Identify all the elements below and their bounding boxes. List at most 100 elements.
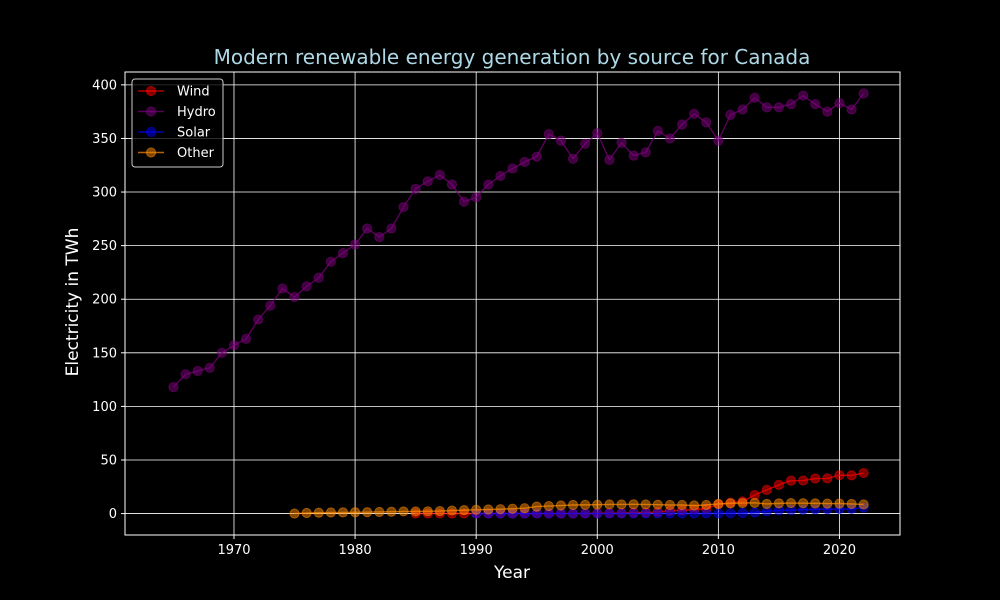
data-point-other xyxy=(410,506,421,517)
data-point-hydro xyxy=(216,347,227,358)
data-point-other xyxy=(689,500,700,511)
data-point-other xyxy=(422,506,433,517)
data-point-hydro xyxy=(362,223,373,234)
data-point-wind xyxy=(822,473,833,484)
legend-box xyxy=(131,78,224,168)
data-point-solar xyxy=(737,507,748,519)
data-point-hydro xyxy=(240,333,252,344)
data-point-hydro xyxy=(604,154,615,165)
data-point-hydro xyxy=(725,109,736,120)
data-point-hydro xyxy=(301,281,312,292)
data-point-hydro xyxy=(180,369,191,380)
data-point-other xyxy=(543,500,554,512)
axis-ticks: 1970 1980 1990 2000 2010 2020 0 50 100 150 200 250 3… xyxy=(92,78,856,558)
data-point-other xyxy=(628,499,639,510)
data-point-hydro xyxy=(652,125,663,137)
y-tick-label: 100 xyxy=(92,400,117,415)
data-point-hydro xyxy=(471,192,482,203)
data-point-hydro xyxy=(846,104,857,115)
data-point-other xyxy=(495,504,506,515)
data-point-solar xyxy=(567,508,579,519)
data-point-other xyxy=(676,499,688,511)
data-point-hydro xyxy=(822,106,833,117)
y-tick-label: 250 xyxy=(92,239,117,254)
data-point-other xyxy=(785,497,797,509)
data-point-other xyxy=(701,499,712,511)
data-point-other xyxy=(362,507,373,518)
data-point-solar xyxy=(580,508,591,519)
data-point-other xyxy=(325,507,336,518)
data-point-hydro xyxy=(543,129,554,140)
data-point-solar xyxy=(640,508,651,519)
data-point-other xyxy=(749,497,760,508)
data-point-other xyxy=(483,504,494,515)
data-point-other xyxy=(531,501,542,512)
data-point-solar xyxy=(664,508,676,519)
data-point-hydro xyxy=(810,99,821,110)
y-tick-label: 300 xyxy=(92,186,117,201)
data-point-other xyxy=(567,499,579,511)
data-point-hydro xyxy=(398,201,409,213)
x-tick-label: 1980 xyxy=(339,543,372,558)
data-point-other xyxy=(604,499,615,510)
data-point-other xyxy=(349,507,361,518)
data-point-hydro xyxy=(434,169,445,180)
data-point-wind xyxy=(810,473,821,484)
data-point-hydro xyxy=(713,135,724,146)
data-point-hydro xyxy=(483,179,494,190)
data-point-other xyxy=(822,498,833,509)
data-point-other xyxy=(640,499,651,510)
data-point-hydro xyxy=(422,176,433,187)
data-point-hydro xyxy=(458,196,470,207)
data-point-solar xyxy=(676,508,688,519)
legend-marker-solar xyxy=(145,126,157,138)
data-point-other xyxy=(301,507,312,519)
data-point-hydro xyxy=(761,102,772,113)
data-point-hydro xyxy=(785,99,797,110)
legend-marker-other xyxy=(145,147,157,158)
data-point-hydro xyxy=(386,223,397,234)
data-point-hydro xyxy=(204,362,215,373)
data-point-solar xyxy=(592,508,603,519)
data-point-hydro xyxy=(689,108,700,119)
data-point-hydro xyxy=(289,291,300,303)
data-point-hydro xyxy=(228,340,240,351)
y-tick-label: 200 xyxy=(92,293,117,308)
data-point-hydro xyxy=(507,163,518,174)
plot-frame xyxy=(124,71,901,536)
data-point-hydro xyxy=(531,151,542,162)
data-point-other xyxy=(555,500,567,511)
legend-label-wind: Wind xyxy=(177,85,210,100)
data-point-other xyxy=(737,497,748,509)
legend-label-hydro: Hydro xyxy=(177,105,216,120)
chart-title: Modern renewable energy generation by so… xyxy=(214,45,811,69)
data-point-other xyxy=(761,498,772,510)
data-point-solar xyxy=(713,508,724,519)
data-point-other xyxy=(458,505,470,516)
data-point-hydro xyxy=(640,147,651,158)
data-point-hydro xyxy=(168,382,179,393)
data-point-wind xyxy=(773,479,785,490)
data-point-hydro xyxy=(628,150,639,161)
data-point-wind xyxy=(785,475,797,486)
data-point-other xyxy=(507,503,518,514)
data-point-hydro xyxy=(858,88,869,99)
legend: Wind Hydro Solar Other xyxy=(131,78,224,168)
legend-marker-wind xyxy=(145,85,157,97)
data-point-other xyxy=(616,499,627,510)
x-tick-label: 1970 xyxy=(217,543,250,558)
data-point-hydro xyxy=(337,248,349,259)
data-point-solar xyxy=(616,508,627,519)
data-point-hydro xyxy=(616,137,627,148)
data-point-other xyxy=(713,498,724,510)
data-point-other xyxy=(580,499,591,510)
x-tick-label: 2020 xyxy=(823,543,856,558)
data-point-hydro xyxy=(192,365,203,377)
data-point-other xyxy=(471,504,482,515)
y-tick-label: 350 xyxy=(92,132,117,147)
data-point-hydro xyxy=(580,138,591,149)
data-point-other xyxy=(398,506,409,517)
data-point-hydro xyxy=(349,239,361,250)
